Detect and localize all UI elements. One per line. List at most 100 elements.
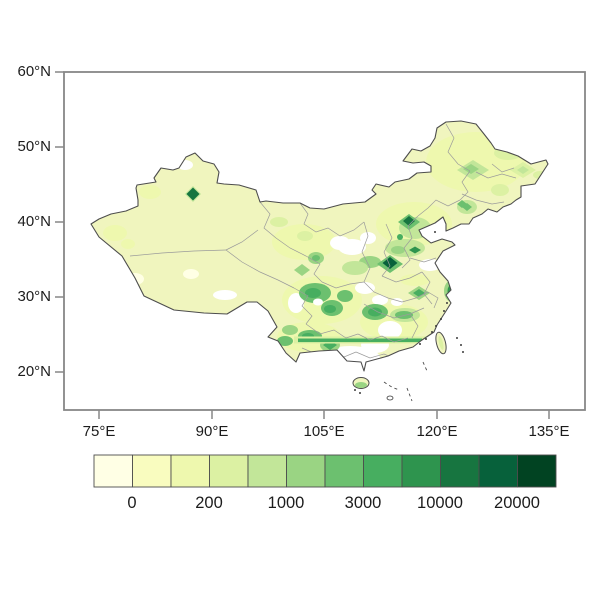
contour-blob xyxy=(517,166,529,174)
colorbar-label-1000: 1000 xyxy=(267,494,305,512)
province-border xyxy=(427,291,439,309)
coastal-islet-dot xyxy=(435,325,437,327)
province-border xyxy=(401,215,419,269)
province-border xyxy=(299,202,365,237)
province-border xyxy=(275,237,323,283)
contour-tint xyxy=(139,185,161,199)
colorbar-box xyxy=(401,454,441,488)
coastal-islet-dot xyxy=(431,331,433,333)
province-border xyxy=(445,123,471,172)
contour-white-patch xyxy=(313,298,323,306)
contour-blob xyxy=(444,280,460,302)
contour-white-patch xyxy=(177,160,193,170)
contour-blob xyxy=(337,290,353,302)
coastal-islet-dot xyxy=(425,338,427,340)
colorbar-box xyxy=(132,454,172,488)
province-border xyxy=(363,281,429,303)
dashed-boundary xyxy=(422,361,428,372)
contour-blob xyxy=(305,288,321,298)
coastal-islet-dot xyxy=(419,343,421,345)
y-tick-label-40n: 40°N xyxy=(17,213,51,230)
province-border xyxy=(293,287,313,325)
contour-tint xyxy=(183,269,199,279)
contour-tint xyxy=(272,224,336,260)
province-border xyxy=(363,303,425,319)
province-border xyxy=(225,249,295,289)
colorbar-box xyxy=(170,454,210,488)
y-tick-label-50n: 50°N xyxy=(17,138,51,155)
contour-white-patch xyxy=(355,282,375,294)
province-border xyxy=(357,333,409,343)
colorbar-box xyxy=(517,454,557,488)
colorbar-box xyxy=(324,454,364,488)
contour-blob xyxy=(494,146,522,160)
contour-white-patch xyxy=(330,236,350,250)
coastal-islet-dot xyxy=(440,318,442,320)
coastal-islet-dot xyxy=(456,337,458,339)
contour-streak xyxy=(298,338,422,343)
contour-blob xyxy=(186,187,200,201)
china-outline xyxy=(90,120,549,372)
contour-blob xyxy=(397,234,403,240)
contour-tint xyxy=(121,239,135,249)
taiwan-blob xyxy=(438,336,444,350)
islet-outline xyxy=(386,395,394,401)
contour-blob xyxy=(403,216,415,226)
contour-white-patch xyxy=(378,321,402,339)
contour-tint xyxy=(103,225,127,241)
contour-blob xyxy=(409,246,421,254)
contour-blob xyxy=(312,255,320,261)
map-china xyxy=(90,120,549,402)
colorbar-label-0: 0 xyxy=(127,494,137,512)
coastal-islet-dot xyxy=(460,344,462,346)
province-border xyxy=(381,223,393,277)
colorbar-box xyxy=(93,454,133,488)
province-border xyxy=(421,271,433,305)
contour-blob xyxy=(491,184,509,196)
contour-blob xyxy=(368,307,382,317)
dashed-boundary xyxy=(383,381,401,391)
coastal-islet-dot xyxy=(359,392,361,394)
hainan-fill-layer xyxy=(355,382,367,388)
province-border xyxy=(129,249,227,257)
province-border xyxy=(475,171,517,179)
contour-blob xyxy=(297,231,313,241)
coastal-islet-dot xyxy=(354,389,356,391)
contour-blob xyxy=(385,239,425,257)
province-border xyxy=(409,313,419,339)
colorbar-box xyxy=(286,454,326,488)
x-tick-label-135e: 135°E xyxy=(528,423,570,440)
colorbar-box xyxy=(363,454,403,488)
contour-white-patch xyxy=(213,290,237,300)
colorbar-label-3000: 3000 xyxy=(344,494,382,512)
colorbar-label-10000: 10000 xyxy=(417,494,463,512)
coastal-islet-dot xyxy=(434,231,436,233)
coastal-islet-dot xyxy=(446,302,448,304)
contour-white-patch xyxy=(288,293,304,313)
colorbar-box xyxy=(209,454,249,488)
contour-white-patch xyxy=(372,295,388,305)
contour-blob xyxy=(533,171,547,179)
province-border xyxy=(225,229,259,251)
contour-blob xyxy=(324,305,336,313)
colorbar xyxy=(93,454,557,488)
x-tick-label-75e: 75°E xyxy=(82,423,116,440)
hainan-blob xyxy=(355,382,367,388)
province-border xyxy=(305,323,359,339)
contour-blob xyxy=(282,325,298,335)
x-tick-label-90e: 90°E xyxy=(195,423,229,440)
province-border xyxy=(491,163,515,173)
contour-blob xyxy=(463,164,479,174)
colorbar-box xyxy=(247,454,287,488)
contour-blob xyxy=(447,284,457,298)
colorbar-label-200: 200 xyxy=(195,494,223,512)
contour-blob xyxy=(457,200,467,208)
colorbar-box xyxy=(440,454,480,488)
contour-white-patch xyxy=(360,232,376,244)
x-tick-label-105e: 105°E xyxy=(303,423,345,440)
contour-blob xyxy=(342,261,368,275)
contour-blob xyxy=(395,311,413,319)
province-border xyxy=(417,199,461,217)
